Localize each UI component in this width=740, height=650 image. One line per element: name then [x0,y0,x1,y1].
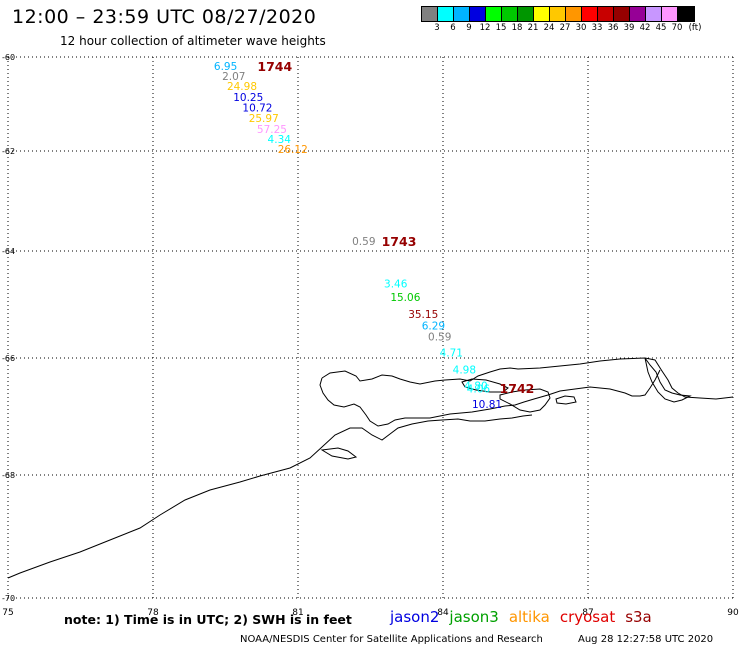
wave-height-label: 10.72 [242,102,272,114]
wave-height-label: 0.59 [352,236,375,248]
colorbar-cell [470,7,486,21]
wave-height-label: 3.46 [384,279,408,291]
satellite-name: s3a [625,608,652,626]
coast-inlet-1 [499,388,551,413]
longitude-tick-label: 87 [582,608,593,618]
wave-height-label: 4.06 [467,383,491,395]
ice-shelf-outline [319,357,734,427]
coast-island-1 [555,395,577,405]
colorbar-label: 30 [575,23,587,33]
wave-height-label: 10.25 [233,92,263,104]
latitude-tick-label: -60 [2,53,15,62]
coast-inner-bay [461,378,509,393]
longitude-tick-label: 90 [727,608,739,618]
colorbar-cell [422,7,438,21]
colorbar-label: 27 [559,23,571,33]
wave-height-label: 6.29 [422,320,445,332]
colorbar-cell [662,7,678,21]
colorbar-cell [486,7,502,21]
pass-time-label: 1743 [382,234,417,249]
footnote: note: 1) Time is in UTC; 2) SWH is in fe… [64,612,352,627]
wave-height-label: 4.71 [440,348,463,360]
latitude-tick-label: -68 [2,471,15,480]
wave-height-label: 4.80 [464,380,487,392]
coastline [7,357,734,579]
colorbar-cell [502,7,518,21]
colorbar-cell [566,7,582,21]
colorbar-cell [534,7,550,21]
coast-peninsula [644,357,692,403]
colorbar-cell [598,7,614,21]
latitude-tick-label: -70 [2,594,15,603]
wave-height-colorbar [421,6,695,22]
colorbar-cell [678,7,694,21]
wave-height-label: 26.12 [278,144,308,156]
colorbar-label: 9 [466,23,472,33]
colorbar-label: 6 [450,23,456,33]
colorbar-label: 45 [655,23,667,33]
satellite-name: jason2 [390,608,440,626]
colorbar-label: 15 [495,23,507,33]
latitude-tick-label: -64 [2,247,15,256]
colorbar-cell [518,7,534,21]
satellite-name: cryosat [559,608,616,626]
credit-text: NOAA/NESDIS Center for Satellite Applica… [240,634,543,645]
colorbar-cell [582,7,598,21]
colorbar-cell [630,7,646,21]
wave-height-label: 35.15 [408,309,438,321]
latitude-tick-label: -66 [2,354,15,363]
colorbar-label: 3 [434,23,440,33]
coast-island-2 [320,447,358,460]
satellite-name: jason3 [449,608,499,626]
antarctic-coastline [7,414,533,579]
timestamp: Aug 28 12:27:58 UTC 2020 [578,634,714,645]
colorbar-cell [646,7,662,21]
colorbar-label: (ft) [688,23,702,33]
longitude-tick-label: 81 [292,608,303,618]
wave-height-labels: 6.952.0724.9810.2510.7225.9757.254.3426.… [214,59,534,411]
pass-time-label: 1742 [500,381,535,396]
colorbar-label: 33 [591,23,603,33]
satellite-legend: jason2 jason3 altika cryosat s3a [390,608,662,626]
graticule [7,56,734,599]
axis-tick-labels: 75 78 81 84 87 90 -60 -62 -64 -66 -68 -70 [2,53,739,618]
wave-height-label: 4.34 [268,134,292,146]
wave-height-label: 25.97 [249,113,279,125]
wave-height-label: 4.98 [453,365,476,377]
wave-height-label: 24.98 [227,81,257,93]
satellite-name: altika [508,608,550,626]
colorbar-label: 18 [511,23,523,33]
wave-height-label: 10.81 [472,399,502,411]
pass-time-label: 1744 [257,59,292,74]
chart-title: 12:00 – 23:59 UTC 08/27/2020 [12,6,317,28]
wave-height-label: 0.59 [428,332,451,344]
colorbar-label: 24 [543,23,555,33]
colorbar-label: 12 [479,23,491,33]
colorbar-cell [438,7,454,21]
wave-height-label: 6.95 [214,61,237,73]
latitude-tick-label: -62 [2,147,15,156]
colorbar-cell [614,7,630,21]
colorbar-label: 36 [607,23,619,33]
colorbar-cell [454,7,470,21]
wave-height-label: 15.06 [390,292,420,304]
colorbar-label: 21 [527,23,539,33]
wave-height-label: 57.25 [257,124,287,136]
colorbar-label: 42 [639,23,651,33]
colorbar-label: 70 [671,23,683,33]
longitude-tick-label: 84 [437,608,449,618]
colorbar-label: 39 [623,23,635,33]
chart-subtitle: 12 hour collection of altimeter wave hei… [60,34,326,48]
longitude-tick-label: 78 [147,608,159,618]
wave-height-label: 2.07 [222,71,245,83]
colorbar-cell [550,7,566,21]
longitude-tick-label: 75 [2,608,13,618]
